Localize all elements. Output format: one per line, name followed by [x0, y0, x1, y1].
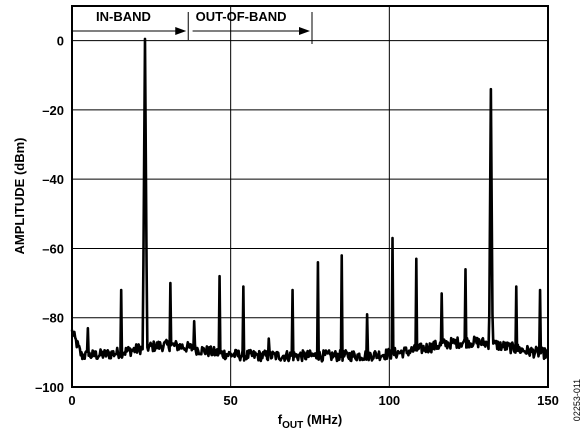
- band-annotations: IN-BAND OUT-OF-BAND: [72, 9, 313, 44]
- x-axis-label: fOUT (MHz): [278, 412, 342, 431]
- y-tick-label: –40: [42, 172, 64, 187]
- y-tick-label: –60: [42, 241, 64, 256]
- y-tick-label: –80: [42, 311, 64, 326]
- x-axis-label-subscript: OUT: [282, 420, 303, 431]
- y-tick-label: –20: [42, 103, 64, 118]
- x-tick-label: 50: [223, 393, 237, 408]
- in-band-arrowhead: [175, 27, 187, 35]
- out-of-band-arrowhead: [299, 27, 310, 35]
- plot-area: [72, 6, 548, 387]
- grid-lines: [72, 6, 548, 387]
- y-tick-labels: 0 –20 –40 –60 –80 –100: [35, 34, 64, 395]
- in-band-label: IN-BAND: [96, 9, 151, 24]
- y-axis-label: AMPLITUDE (dBm): [12, 138, 27, 255]
- out-of-band-label: OUT-OF-BAND: [196, 9, 287, 24]
- x-tick-label: 150: [537, 393, 559, 408]
- x-axis-label-main: f: [278, 412, 283, 427]
- spectrum-trace: [70, 37, 550, 363]
- x-axis-label-unit: (MHz): [303, 412, 342, 427]
- figure-code: 02253-011: [572, 379, 582, 421]
- y-tick-label: –100: [35, 380, 64, 395]
- x-tick-labels: 0 50 100 150: [68, 393, 558, 408]
- y-tick-label: 0: [57, 34, 64, 49]
- x-tick-label: 0: [68, 393, 75, 408]
- x-tick-label: 100: [378, 393, 400, 408]
- plot-frame: [71, 5, 549, 388]
